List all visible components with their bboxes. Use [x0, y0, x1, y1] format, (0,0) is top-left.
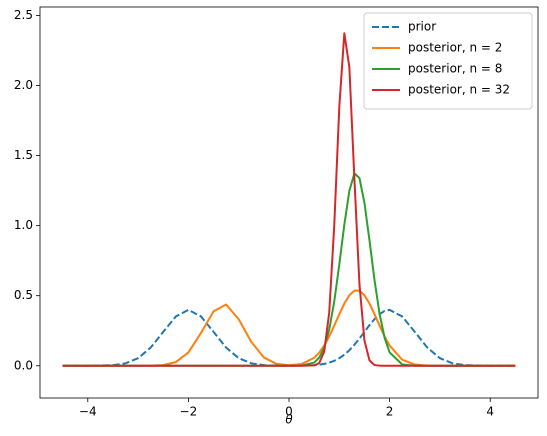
x-tick-label: 4	[486, 405, 494, 419]
legend-label: posterior, n = 2	[408, 41, 502, 55]
y-tick-label: 0.5	[14, 288, 33, 302]
y-tick-label: 1.0	[14, 218, 33, 232]
legend-label: prior	[408, 20, 436, 34]
y-tick-label: 2.5	[14, 8, 33, 22]
x-tick-label: −2	[180, 405, 198, 419]
x-tick-label: −4	[79, 405, 97, 419]
y-tick-label: 2.0	[14, 78, 33, 92]
x-tick-label: 2	[386, 405, 394, 419]
legend-box	[363, 12, 533, 110]
series-line	[62, 32, 516, 367]
series-line	[62, 308, 516, 367]
x-axis-label: θ	[285, 413, 293, 427]
legend-label: posterior, n = 32	[408, 83, 510, 97]
legend-label: posterior, n = 8	[408, 62, 502, 76]
series-line	[62, 289, 516, 367]
series-line	[62, 172, 516, 367]
x-tick-label: 0	[285, 405, 293, 419]
y-tick-label: 1.5	[14, 148, 33, 162]
y-tick-label: 0.0	[14, 358, 33, 372]
